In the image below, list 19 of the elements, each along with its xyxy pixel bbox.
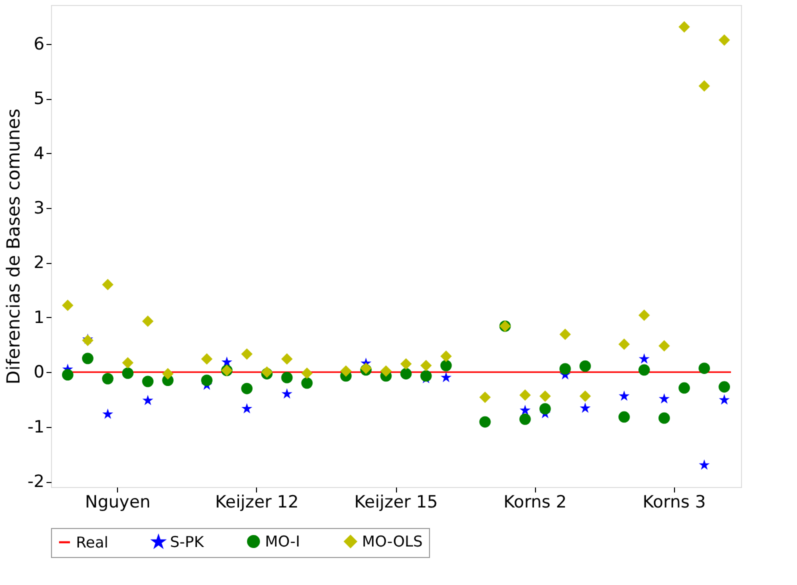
x-tick-label: Korns 3 xyxy=(642,492,706,512)
y-tick-label: 6 xyxy=(34,34,44,54)
y-tick-label: 4 xyxy=(34,144,44,164)
y-tick-label: 0 xyxy=(34,362,44,383)
legend-label: Real xyxy=(76,533,108,552)
legend-label: S-PK xyxy=(170,533,205,552)
y-tick-label: -1 xyxy=(28,417,44,438)
legend-label: MO-OLS xyxy=(362,532,423,551)
y-tick-label: -2 xyxy=(28,472,44,492)
x-tick-label: Nguyen xyxy=(84,492,151,512)
y-tick-label: 5 xyxy=(34,89,44,110)
y-tick-label: 3 xyxy=(34,198,44,218)
y-tick-label: 2 xyxy=(34,253,44,274)
y-axis-title: Diferencias de Bases comunes xyxy=(4,108,25,384)
x-tick-label: Korns 2 xyxy=(503,492,567,512)
x-tick-label: Keijzer 12 xyxy=(215,492,299,512)
legend-label: MO-I xyxy=(265,532,300,551)
y-tick-label: 1 xyxy=(34,308,44,328)
x-tick-label: Keijzer 15 xyxy=(354,492,438,512)
